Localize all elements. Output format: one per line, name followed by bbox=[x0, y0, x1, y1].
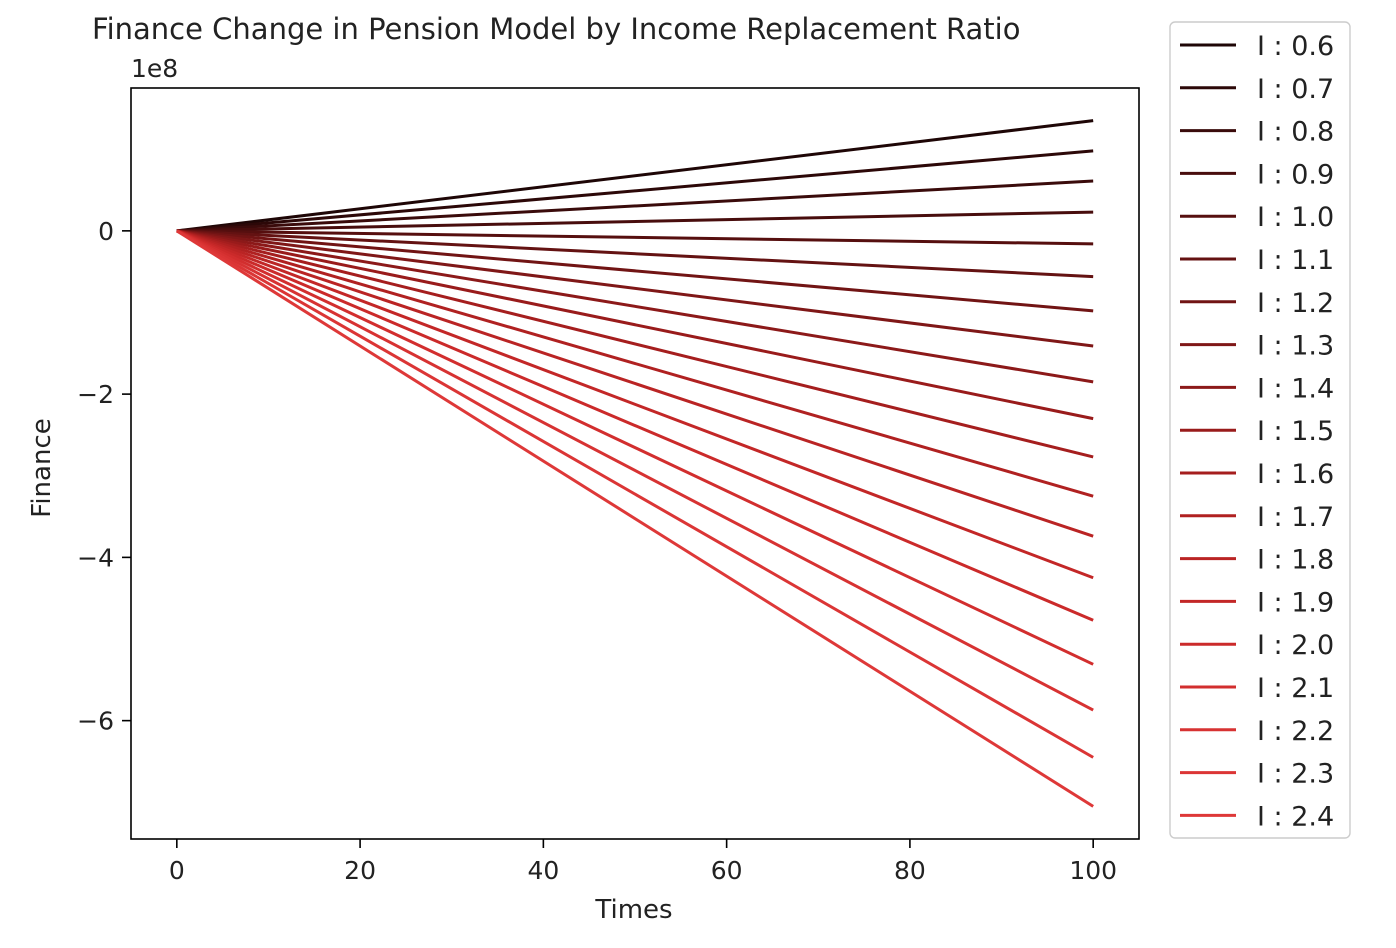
series-line-11 bbox=[176, 229, 1094, 459]
legend-label: I : 2.2 bbox=[1257, 716, 1334, 747]
legend-label: I : 1.9 bbox=[1257, 587, 1334, 618]
series-line-13 bbox=[176, 229, 1094, 538]
legend-label: I : 1.5 bbox=[1257, 416, 1334, 447]
legend-label: I : 1.6 bbox=[1257, 459, 1334, 490]
legend: I : 0.6 I : 0.7 I : 0.8 I : 0.9 I : 1.0 I : 1… bbox=[1180, 31, 1334, 832]
legend-item: I : 1.7 bbox=[1180, 502, 1334, 533]
y-axis-title: Finance bbox=[27, 418, 57, 517]
y-axis-ticks: 0 −2 −4 −6 bbox=[77, 217, 131, 736]
series-line-14 bbox=[176, 229, 1094, 580]
legend-label: I : 0.6 bbox=[1257, 31, 1334, 62]
series-line-5 bbox=[176, 229, 1094, 246]
series-line-19 bbox=[176, 229, 1094, 808]
legend-item: I : 2.2 bbox=[1180, 716, 1334, 747]
legend-item: I : 1.1 bbox=[1180, 245, 1334, 276]
x-tick-label: 0 bbox=[169, 856, 185, 885]
series-line-4 bbox=[176, 210, 1094, 233]
legend-item: I : 1.0 bbox=[1180, 202, 1334, 233]
series-line-18 bbox=[176, 229, 1094, 759]
y-tick-label: −4 bbox=[77, 543, 114, 572]
legend-item: I : 2.4 bbox=[1180, 801, 1334, 832]
legend-item: I : 2.3 bbox=[1180, 759, 1334, 790]
legend-label: I : 2.0 bbox=[1257, 630, 1334, 661]
series-line-16 bbox=[176, 229, 1094, 666]
legend-label: I : 1.1 bbox=[1257, 245, 1334, 276]
legend-item: I : 0.9 bbox=[1180, 159, 1334, 190]
legend-label: I : 2.1 bbox=[1257, 673, 1334, 704]
y-tick-label: 0 bbox=[98, 217, 114, 246]
series-line-7 bbox=[176, 229, 1094, 313]
series-line-1 bbox=[176, 119, 1094, 233]
x-tick-label: 100 bbox=[1069, 856, 1117, 885]
series-line-15 bbox=[176, 229, 1094, 622]
legend-item: I : 0.6 bbox=[1180, 31, 1334, 62]
legend-label: I : 0.9 bbox=[1257, 159, 1334, 190]
legend-label: I : 0.8 bbox=[1257, 117, 1334, 148]
x-tick-label: 60 bbox=[711, 856, 743, 885]
legend-item: I : 1.3 bbox=[1180, 331, 1334, 362]
legend-item: I : 0.8 bbox=[1180, 117, 1334, 148]
x-axis-title: Times bbox=[594, 895, 672, 925]
plot-frame bbox=[130, 87, 1140, 840]
legend-item: I : 1.8 bbox=[1180, 545, 1334, 576]
legend-label: I : 1.3 bbox=[1257, 331, 1334, 362]
legend-label: I : 2.3 bbox=[1257, 759, 1334, 790]
x-tick-label: 80 bbox=[894, 856, 926, 885]
legend-label: I : 1.2 bbox=[1257, 288, 1334, 319]
x-tick-label: 40 bbox=[527, 856, 559, 885]
series-line-2 bbox=[176, 149, 1094, 233]
legend-label: I : 2.4 bbox=[1257, 801, 1334, 832]
series-line-9 bbox=[176, 229, 1094, 384]
y-offset-label: 1e8 bbox=[131, 54, 178, 83]
series-line-12 bbox=[176, 229, 1094, 498]
x-tick-label: 20 bbox=[344, 856, 376, 885]
chart-title: Finance Change in Pension Model by Incom… bbox=[92, 12, 1020, 46]
legend-item: I : 1.4 bbox=[1180, 373, 1334, 404]
legend-label: I : 1.4 bbox=[1257, 373, 1334, 404]
y-tick-label: −6 bbox=[77, 707, 114, 736]
legend-box bbox=[1169, 21, 1351, 839]
series-line-10 bbox=[176, 229, 1094, 421]
legend-item: I : 2.1 bbox=[1180, 673, 1334, 704]
legend-item: I : 1.5 bbox=[1180, 416, 1334, 447]
legend-label: I : 0.7 bbox=[1257, 74, 1334, 105]
legend-label: I : 1.8 bbox=[1257, 545, 1334, 576]
legend-item: I : 0.7 bbox=[1180, 74, 1334, 105]
series-layer bbox=[176, 119, 1094, 808]
legend-label: I : 1.7 bbox=[1257, 502, 1334, 533]
legend-item: I : 1.6 bbox=[1180, 459, 1334, 490]
series-line-17 bbox=[176, 229, 1094, 712]
series-line-6 bbox=[176, 229, 1094, 279]
legend-item: I : 2.0 bbox=[1180, 630, 1334, 661]
series-line-8 bbox=[176, 229, 1094, 348]
legend-label: I : 1.0 bbox=[1257, 202, 1334, 233]
legend-item: I : 1.9 bbox=[1180, 587, 1334, 618]
y-tick-label: −2 bbox=[77, 380, 114, 409]
x-axis-ticks: 0 20 40 60 80 100 bbox=[169, 839, 1117, 885]
legend-item: I : 1.2 bbox=[1180, 288, 1334, 319]
series-line-3 bbox=[176, 179, 1094, 233]
